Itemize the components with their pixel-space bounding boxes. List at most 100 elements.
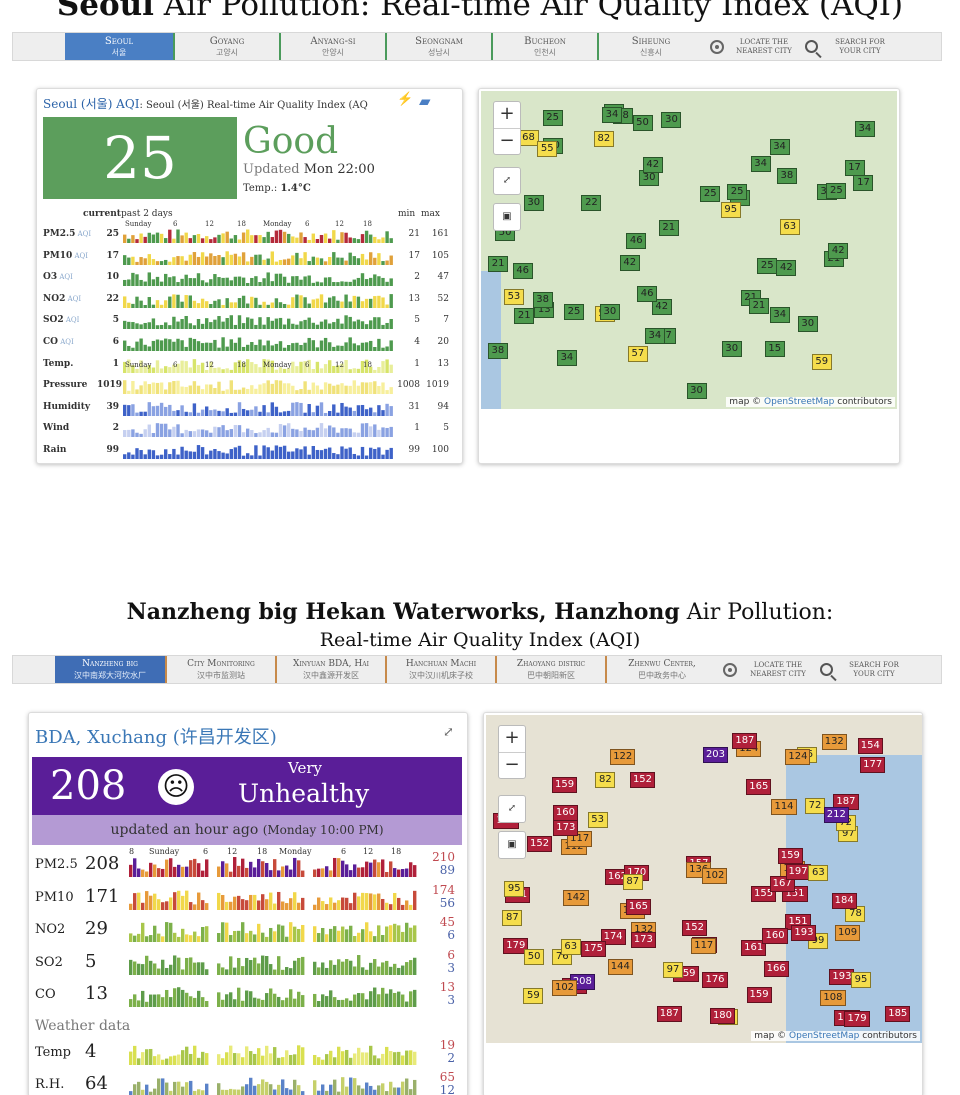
station-marker[interactable]: 203 [702,746,729,763]
station-marker[interactable]: 152 [527,835,553,852]
station-marker[interactable]: 159 [746,986,772,1003]
station-marker[interactable]: 55 [537,141,558,158]
station-marker[interactable]: 114 [771,798,797,815]
station-marker[interactable]: 124 [785,749,811,766]
nav-city-bucheon[interactable]: Bucheon 인천시 [493,33,599,60]
station-marker[interactable]: 42 [619,255,640,272]
station-marker[interactable]: 34 [854,120,875,137]
search-button-icon-wrap[interactable] [813,656,839,683]
widget-icon[interactable]: ▰ [419,92,431,110]
station-marker[interactable]: 30 [661,112,682,129]
nav-city-siheung[interactable]: Siheung 신흥시 [599,33,703,60]
fullscreen-icon[interactable]: ⤢ [498,795,526,823]
station-marker[interactable]: 161 [741,939,767,956]
search-city-button[interactable]: SEARCH FOR YOUR CITY [825,33,895,60]
station-marker[interactable]: 42 [828,242,849,259]
zoom-out-button[interactable]: − [494,128,520,154]
station-marker[interactable]: 144 [607,958,633,975]
station-marker[interactable]: 46 [512,262,533,279]
nav-station-zhaoyang[interactable]: Zhaoyang distric 巴中朝阳新区 [497,656,607,683]
xuchang-card-heading[interactable]: BDA, Xuchang (许昌开发区) [35,727,277,748]
station-marker[interactable]: 30 [599,303,620,320]
station-marker[interactable]: 21 [488,256,509,273]
station-marker[interactable]: 38 [776,167,797,184]
station-marker[interactable]: 102 [702,868,728,885]
station-marker[interactable]: 176 [702,972,728,989]
station-marker[interactable]: 132 [821,734,847,751]
station-marker[interactable]: 38 [487,343,508,360]
station-marker[interactable]: 179 [844,1011,870,1028]
station-marker[interactable]: 53 [503,288,524,305]
locate-nearest-button[interactable]: LOCATE THE NEAREST CITY [743,656,813,683]
station-marker[interactable]: 57 [627,346,648,363]
zoom-in-button[interactable]: + [504,727,520,748]
station-marker[interactable]: 212 [823,806,849,823]
nav-city-seongnam[interactable]: Seongnam 성남시 [387,33,493,60]
seoul-map[interactable]: + − ⤢ ▣ map © OpenStreetMap contributors … [481,91,897,409]
map-layers-icon[interactable]: ▣ [498,831,526,859]
station-marker[interactable]: 21 [514,308,535,325]
locate-button-icon-wrap[interactable] [703,33,731,60]
station-marker[interactable]: 152 [681,919,708,936]
station-marker[interactable]: 21 [748,297,769,314]
osm-link[interactable]: OpenStreetMap [764,397,835,407]
station-marker[interactable]: 30 [686,382,707,399]
fullscreen-icon[interactable]: ⤢ [493,167,521,195]
station-marker[interactable]: 63 [808,865,829,882]
nav-city-goyang[interactable]: Goyang 고양시 [175,33,281,60]
search-city-button[interactable]: SEARCH FOR YOUR CITY [839,656,909,683]
zoom-in-button[interactable]: + [499,103,515,124]
station-marker[interactable]: 109 [835,925,861,942]
station-marker[interactable]: 46 [626,233,647,250]
station-marker[interactable]: 82 [595,772,616,789]
station-marker[interactable]: 38 [532,291,553,308]
station-marker[interactable]: 34 [602,106,622,123]
station-marker[interactable]: 180 [709,1007,736,1024]
station-marker[interactable]: 50 [632,114,653,131]
zoom-out-button[interactable]: − [499,752,525,778]
station-marker[interactable]: 34 [644,327,665,344]
station-marker[interactable]: 17 [844,159,865,176]
nav-city-seoul[interactable]: Seoul 서울 [65,33,175,60]
station-marker[interactable]: 30 [523,194,544,211]
station-marker[interactable]: 63 [560,938,581,955]
station-marker[interactable]: 95 [720,202,741,219]
station-marker[interactable]: 34 [769,139,790,156]
nav-station-xinyuan[interactable]: Xinyuan BDA, Hai 汉中鑫源开发区 [277,656,387,683]
share-icon[interactable]: ⚡ [397,92,414,107]
station-marker[interactable]: 34 [769,306,790,323]
nav-station-city-monitoring[interactable]: City Monitoring 汉中市监测站 [167,656,277,683]
station-marker[interactable]: 159 [551,777,578,794]
station-marker[interactable]: 25 [700,186,721,203]
station-marker[interactable]: 117 [691,938,717,955]
station-marker[interactable]: 174 [600,928,626,945]
station-marker[interactable]: 154 [857,737,883,754]
station-marker[interactable]: 95 [504,880,525,897]
station-marker[interactable]: 34 [556,349,577,366]
station-marker[interactable]: 15 [764,341,785,357]
map-layers-icon[interactable]: ▣ [493,203,521,231]
station-marker[interactable]: 108 [820,989,846,1006]
station-marker[interactable]: 34 [750,156,771,173]
station-marker[interactable]: 17 [853,175,874,192]
station-marker[interactable]: 25 [727,184,748,201]
station-marker[interactable]: 46 [637,285,658,302]
station-marker[interactable]: 165 [746,778,772,795]
station-marker[interactable]: 25 [757,258,778,275]
locate-button-icon-wrap[interactable] [717,656,743,683]
locate-nearest-button[interactable]: LOCATE THE NEAREST CITY [731,33,797,60]
station-marker[interactable]: 25 [826,182,847,199]
osm-link[interactable]: OpenStreetMap [789,1031,860,1041]
station-marker[interactable]: 197 [785,864,811,881]
station-marker[interactable]: 25 [542,110,563,127]
nav-city-anyang[interactable]: Anyang-si 안양시 [281,33,387,60]
expand-icon[interactable]: ⤢ [443,725,454,740]
station-marker[interactable]: 160 [552,805,578,822]
station-marker[interactable]: 30 [797,315,818,332]
nav-station-zhenwu[interactable]: Zhenwu Center, 巴中政务中心 [607,656,717,683]
station-marker[interactable]: 68 [518,130,539,147]
station-marker[interactable]: 187 [656,1005,682,1022]
station-marker[interactable]: 160 [762,927,788,944]
station-marker[interactable]: 97 [662,961,683,978]
station-marker[interactable]: 21 [658,219,679,236]
